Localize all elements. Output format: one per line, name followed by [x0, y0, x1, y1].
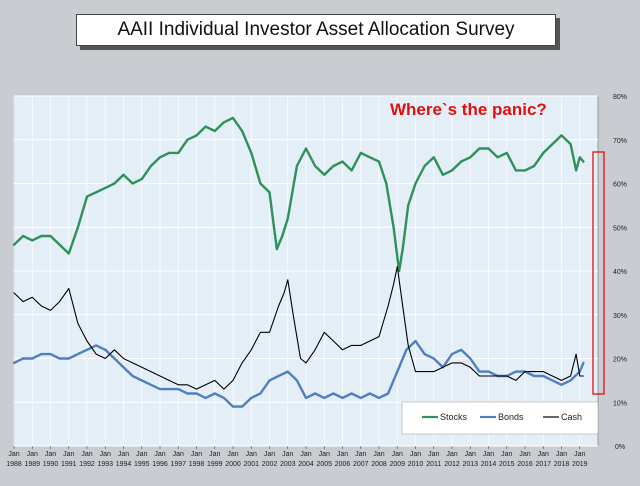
highlight-box	[592, 151, 605, 395]
x-tick-year: 1990	[43, 461, 59, 468]
x-tick-month: Jan	[27, 451, 38, 458]
x-tick-month: Jan	[410, 451, 421, 458]
x-tick-month: Jan	[538, 451, 549, 458]
x-tick-month: Jan	[392, 451, 403, 458]
y-tick-label: 70%	[613, 138, 627, 145]
x-tick-year: 2014	[481, 461, 497, 468]
x-tick-month: Jan	[337, 451, 348, 458]
series-lines	[12, 116, 585, 408]
y-tick-label: 20%	[613, 357, 627, 364]
y-tick-label: 40%	[613, 269, 627, 276]
x-tick-year: 2018	[554, 461, 570, 468]
x-tick-month: Jan	[45, 451, 56, 458]
x-tick-month: Jan	[246, 451, 257, 458]
y-tick-label: 0%	[615, 444, 625, 451]
x-tick-month: Jan	[446, 451, 457, 458]
legend-label-cash: Cash	[561, 412, 582, 422]
x-tick-month: Jan	[136, 451, 147, 458]
x-tick-month: Jan	[191, 451, 202, 458]
x-tick-year: 2017	[535, 461, 551, 468]
x-tick-month: Jan	[483, 451, 494, 458]
series-line-stocks	[12, 116, 585, 273]
x-tick-year: 2008	[371, 461, 387, 468]
x-tick-month: Jan	[264, 451, 275, 458]
y-tick-label: 80%	[613, 94, 627, 101]
x-tick-month: Jan	[319, 451, 330, 458]
x-tick-year: 2000	[225, 461, 241, 468]
legend-label-stocks: Stocks	[440, 412, 468, 422]
x-tick-year: 2016	[517, 461, 533, 468]
x-tick-year: 2007	[353, 461, 369, 468]
y-axis: 0% 10% 20% 30% 40% 50% 60% 70% 80%	[613, 94, 627, 451]
series-line-cash	[13, 266, 584, 390]
x-tick-year: 1996	[152, 461, 168, 468]
y-tick-label: 10%	[613, 400, 627, 407]
x-tick-year: 2005	[316, 461, 332, 468]
x-tick-month: Jan	[118, 451, 129, 458]
x-tick-month: Jan	[8, 451, 19, 458]
x-tick-month: Jan	[373, 451, 384, 458]
x-tick-month: Jan	[209, 451, 220, 458]
x-tick-month: Jan	[355, 451, 366, 458]
x-tick-month: Jan	[100, 451, 111, 458]
x-tick-year: 2009	[389, 461, 405, 468]
x-tick-month: Jan	[574, 451, 585, 458]
x-tick-year: 2015	[499, 461, 515, 468]
x-tick-year: 1999	[207, 461, 223, 468]
x-tick-month: Jan	[428, 451, 439, 458]
x-tick-year: 1994	[116, 461, 132, 468]
grid	[13, 95, 598, 447]
x-tick-year: 1988	[6, 461, 22, 468]
x-tick-year: 1989	[24, 461, 40, 468]
x-tick-year: 2002	[262, 461, 278, 468]
x-axis: Jan 1988 Jan 1989 Jan 1990 Jan 1991 Jan 1992 Jan 19…	[6, 446, 588, 468]
y-tick-label: 50%	[613, 225, 627, 232]
x-tick-month: Jan	[300, 451, 311, 458]
x-tick-month: Jan	[501, 451, 512, 458]
x-tick-year: 1995	[134, 461, 150, 468]
legend-label-bonds: Bonds	[498, 412, 524, 422]
x-tick-year: 2006	[335, 461, 351, 468]
x-tick-year: 2001	[243, 461, 259, 468]
x-tick-month: Jan	[173, 451, 184, 458]
annotation: Where`s the panic?	[390, 100, 547, 119]
x-tick-month: Jan	[556, 451, 567, 458]
x-tick-year: 2019	[572, 461, 588, 468]
y-tick-label: 60%	[613, 182, 627, 189]
x-tick-month: Jan	[519, 451, 530, 458]
x-tick-year: 2012	[444, 461, 460, 468]
chart-title: AAII Individual Investor Asset Allocatio…	[76, 14, 556, 46]
x-tick-year: 2011	[426, 461, 441, 468]
x-tick-month: Jan	[282, 451, 293, 458]
x-tick-year: 1992	[79, 461, 95, 468]
x-tick-month: Jan	[154, 451, 165, 458]
x-tick-year: 2003	[280, 461, 296, 468]
x-tick-year: 1993	[97, 461, 113, 468]
x-tick-month: Jan	[465, 451, 476, 458]
x-tick-month: Jan	[63, 451, 74, 458]
x-tick-year: 1998	[189, 461, 205, 468]
x-tick-month: Jan	[81, 451, 92, 458]
x-tick-year: 2010	[408, 461, 424, 468]
x-tick-year: 2004	[298, 461, 314, 468]
legend: Stocks Bonds Cash	[401, 401, 599, 435]
x-tick-year: 1997	[170, 461, 186, 468]
x-tick-year: 1991	[61, 461, 77, 468]
x-tick-year: 2013	[462, 461, 478, 468]
x-tick-month: Jan	[227, 451, 238, 458]
y-tick-label: 30%	[613, 313, 627, 320]
